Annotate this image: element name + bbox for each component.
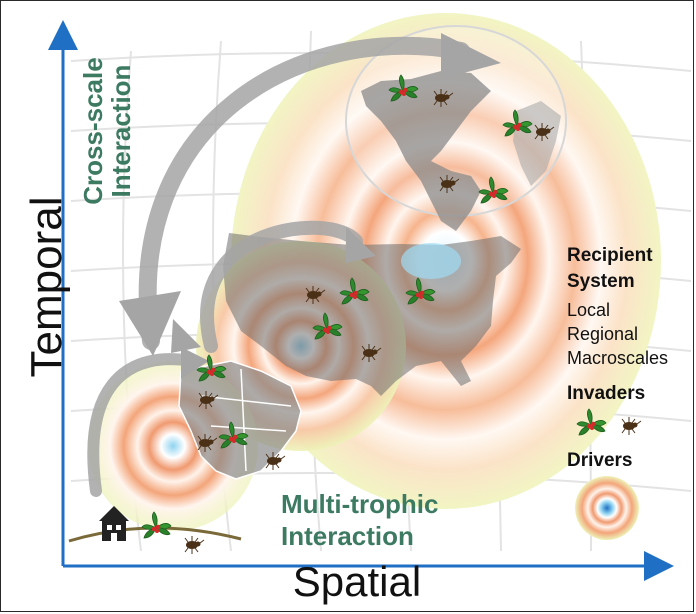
legend-scale-local: Local [567, 300, 611, 320]
legend-scale-macroscales: Macroscales [567, 348, 669, 368]
arrow-head-1 [441, 33, 501, 79]
legend-recipient-title-line2: System [567, 271, 635, 292]
y-axis-label: Temporal [22, 196, 71, 378]
legend-invaders-title: Invaders [567, 383, 646, 404]
cross-scale-arrows [87, 36, 470, 497]
arrow-head-2 [119, 291, 181, 356]
cross-scale-label-line2: Interaction [106, 64, 136, 198]
multi-trophic-label: Multi-trophic [281, 489, 439, 519]
state-borders [200, 368, 292, 472]
arrow-head-3 [346, 227, 376, 263]
arrow-head-4 [171, 319, 201, 353]
legend-recipient-title: Recipient [567, 245, 653, 266]
legend-drivers-title: Drivers [567, 450, 633, 471]
house-icon [99, 506, 129, 541]
drivers-target-icon [575, 476, 639, 540]
x-axis-label: Spatial [292, 558, 422, 605]
cross-scale-label: Cross-scale [78, 57, 108, 205]
multi-trophic-label-line2: Interaction [281, 521, 414, 551]
regional-map [178, 360, 302, 480]
great-lakes [401, 243, 461, 279]
arrow-head-5 [181, 347, 209, 379]
legend-scale-regional: Regional [567, 324, 639, 344]
americas-landmass [361, 71, 491, 231]
beetle-icon [621, 416, 642, 436]
beetle-icon [184, 535, 205, 555]
